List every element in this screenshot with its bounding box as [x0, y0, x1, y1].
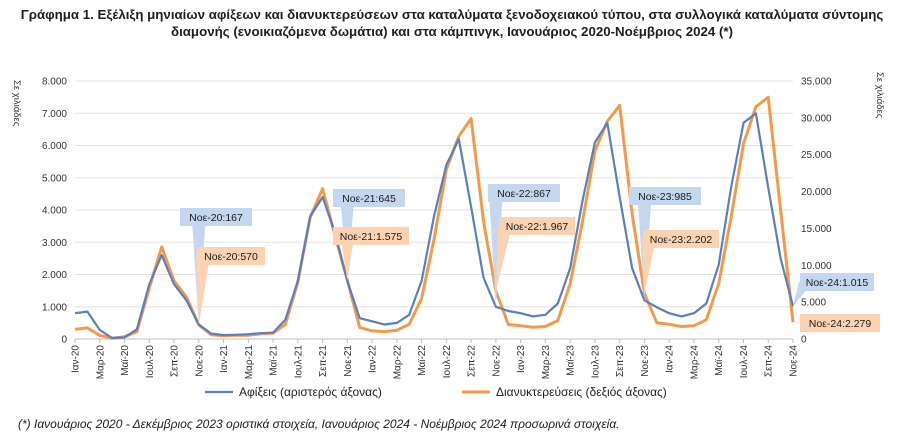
callout-overnight-stays: Νοε-23:2.202: [642, 230, 719, 294]
x-tick-label: Μαρ-23: [541, 345, 552, 380]
x-axis-ticks: Ιαν-20 Μαρ-20 Μαϊ-20 Ιουλ-20 Σεπ-20 Νοε-20 Ιαν…: [71, 339, 800, 379]
chart-title: Γράφημα 1. Εξέλιξη μηνιαίων αφίξεων και …: [20, 7, 884, 39]
x-tick-label: Σεπ-20: [170, 345, 181, 377]
y-left-tick-label: 0: [61, 335, 67, 346]
x-tick-label: Ιαν-21: [219, 345, 230, 373]
y-right-tick-label: 10.000: [801, 261, 832, 272]
callout-overnight-stays: Νοε-22:1.967: [495, 217, 575, 292]
callout-label: Νοε-24:1.015: [806, 277, 869, 289]
y-left-tick-label: 7.000: [42, 109, 67, 120]
x-tick-label: Νοε-24: [789, 345, 800, 377]
callout-label: Νοε-22:1.967: [506, 221, 569, 233]
callout-pointer: [196, 256, 210, 325]
x-tick-label: Ιουλ-23: [590, 345, 601, 379]
callout-pointer: [495, 226, 512, 292]
y-right-tick-label: 15.000: [801, 224, 832, 235]
legend: Αφίξεις (αριστερός άξονας) Διανυκτερεύσει…: [205, 385, 667, 399]
callout-box: [488, 184, 560, 202]
callout-label: Νοε-24:2.279: [809, 318, 872, 330]
y-right-tick-label: 20.000: [801, 187, 832, 198]
y-left-tick-label: 4.000: [42, 206, 67, 217]
callout-box: [499, 217, 575, 235]
x-tick-label: Σεπ-24: [764, 345, 775, 377]
y-right-tick-label: 5.000: [801, 298, 826, 309]
x-tick-label: Ιαν-24: [665, 345, 676, 373]
y-right-tick-label: 30.000: [801, 113, 832, 124]
x-tick-label: Νοε-22: [491, 345, 502, 377]
left-axis-label: Σε χιλιάδες: [11, 80, 22, 127]
y-left-tick-label: 5.000: [42, 173, 67, 184]
footnote: (*) Ιανουάριος 2020 - Δεκέμβριος 2023 ορ…: [18, 417, 620, 431]
x-tick-label: Σεπ-21: [318, 345, 329, 377]
x-tick-label: Μαϊ-23: [566, 345, 577, 376]
right-axis-label: Σε χιλιάδες: [874, 72, 885, 119]
gridlines: [75, 80, 793, 340]
callout-box: [800, 273, 874, 291]
arrivals-line: [74, 112, 795, 340]
callout-label: Νοε-22:867: [497, 188, 551, 200]
callout-label: Νοε-23:985: [638, 191, 692, 203]
left-axis-ticks: 0 1.000 2.000 3.000 4.000 5.000 6.000 7.000 8.00…: [42, 77, 67, 346]
x-tick-label: Σεπ-22: [467, 345, 478, 377]
callout-overnight-stays: Νοε-24:2.279: [793, 314, 880, 332]
x-tick-label: Ιαν-22: [368, 345, 379, 373]
x-tick-label: Νοε-20: [194, 345, 205, 377]
y-left-tick-label: 3.000: [42, 238, 67, 249]
x-tick-label: Μαρ-20: [95, 345, 106, 380]
callout-arrivals: Νοε-24:1.015: [793, 273, 874, 307]
callout-pointer: [340, 236, 355, 281]
x-tick-label: Μαϊ-20: [120, 345, 131, 376]
x-tick-label: Μαϊ-21: [269, 345, 280, 376]
callout-box: [629, 187, 701, 205]
callout-box: [643, 230, 719, 248]
legend-label: Αφίξεις (αριστερός άξονας): [239, 385, 382, 399]
callout-label: Νοε-20:167: [189, 212, 243, 224]
series-lines: [74, 95, 795, 340]
legend-item-overnight-stays: Διανυκτερεύσεις (δεξιός άξονας): [462, 385, 667, 399]
x-tick-label: Ιαν-20: [71, 345, 82, 373]
y-right-tick-label: 25.000: [801, 150, 832, 161]
right-axis-ticks: 0 5.000 10.000 15.000 20.000 25.000 30.000 35.0…: [801, 77, 832, 346]
callout-overnight-stays: Νοε-20:570: [196, 247, 265, 325]
y-right-tick-label: 0: [801, 335, 807, 346]
y-left-tick-label: 8.000: [42, 77, 67, 88]
legend-label: Διανυκτερεύσεις (δεξιός άξονας): [496, 385, 667, 399]
x-tick-label: Ιαν-23: [516, 345, 527, 373]
legend-item-arrivals: Αφίξεις (αριστερός άξονας): [205, 385, 382, 399]
y-left-tick-label: 1.000: [42, 302, 67, 313]
callout-label: Νοε-20:570: [204, 251, 258, 263]
callout-pointer: [642, 239, 656, 294]
y-right-tick-label: 35.000: [801, 77, 832, 88]
callout-box: [800, 314, 880, 332]
x-tick-label: Ιουλ-22: [442, 345, 453, 379]
y-left-tick-label: 2.000: [42, 270, 67, 281]
x-tick-label: Νοε-23: [640, 345, 651, 377]
x-tick-label: Νοε-21: [343, 345, 354, 377]
x-tick-label: Ιουλ-24: [739, 345, 750, 379]
callout-label: Νοε-21:1.575: [340, 231, 403, 243]
callout-box: [333, 227, 409, 245]
callout-label: Νοε-23:2.202: [650, 234, 713, 246]
x-tick-label: Μαρ-24: [689, 345, 700, 380]
y-left-tick-label: 6.000: [42, 141, 67, 152]
callout-overnight-stays: Νοε-21:1.575: [333, 227, 409, 281]
x-tick-label: Μαϊ-24: [714, 345, 725, 376]
x-tick-label: Ιουλ-20: [145, 345, 156, 379]
x-tick-label: Ιουλ-21: [293, 345, 304, 379]
callouts: Νοε-20:167 Νοε-20:570 Νοε-21:645 Νοε-21:1.5…: [180, 184, 880, 332]
x-tick-label: Σεπ-23: [615, 345, 626, 377]
callout-label: Νοε-21:645: [342, 193, 396, 205]
callout-box: [333, 189, 405, 207]
x-tick-label: Μαρ-21: [244, 345, 255, 380]
callout-box: [197, 247, 265, 265]
x-tick-label: Μαϊ-22: [417, 345, 428, 376]
callout-box: [180, 208, 252, 226]
x-tick-label: Μαρ-22: [392, 345, 403, 380]
